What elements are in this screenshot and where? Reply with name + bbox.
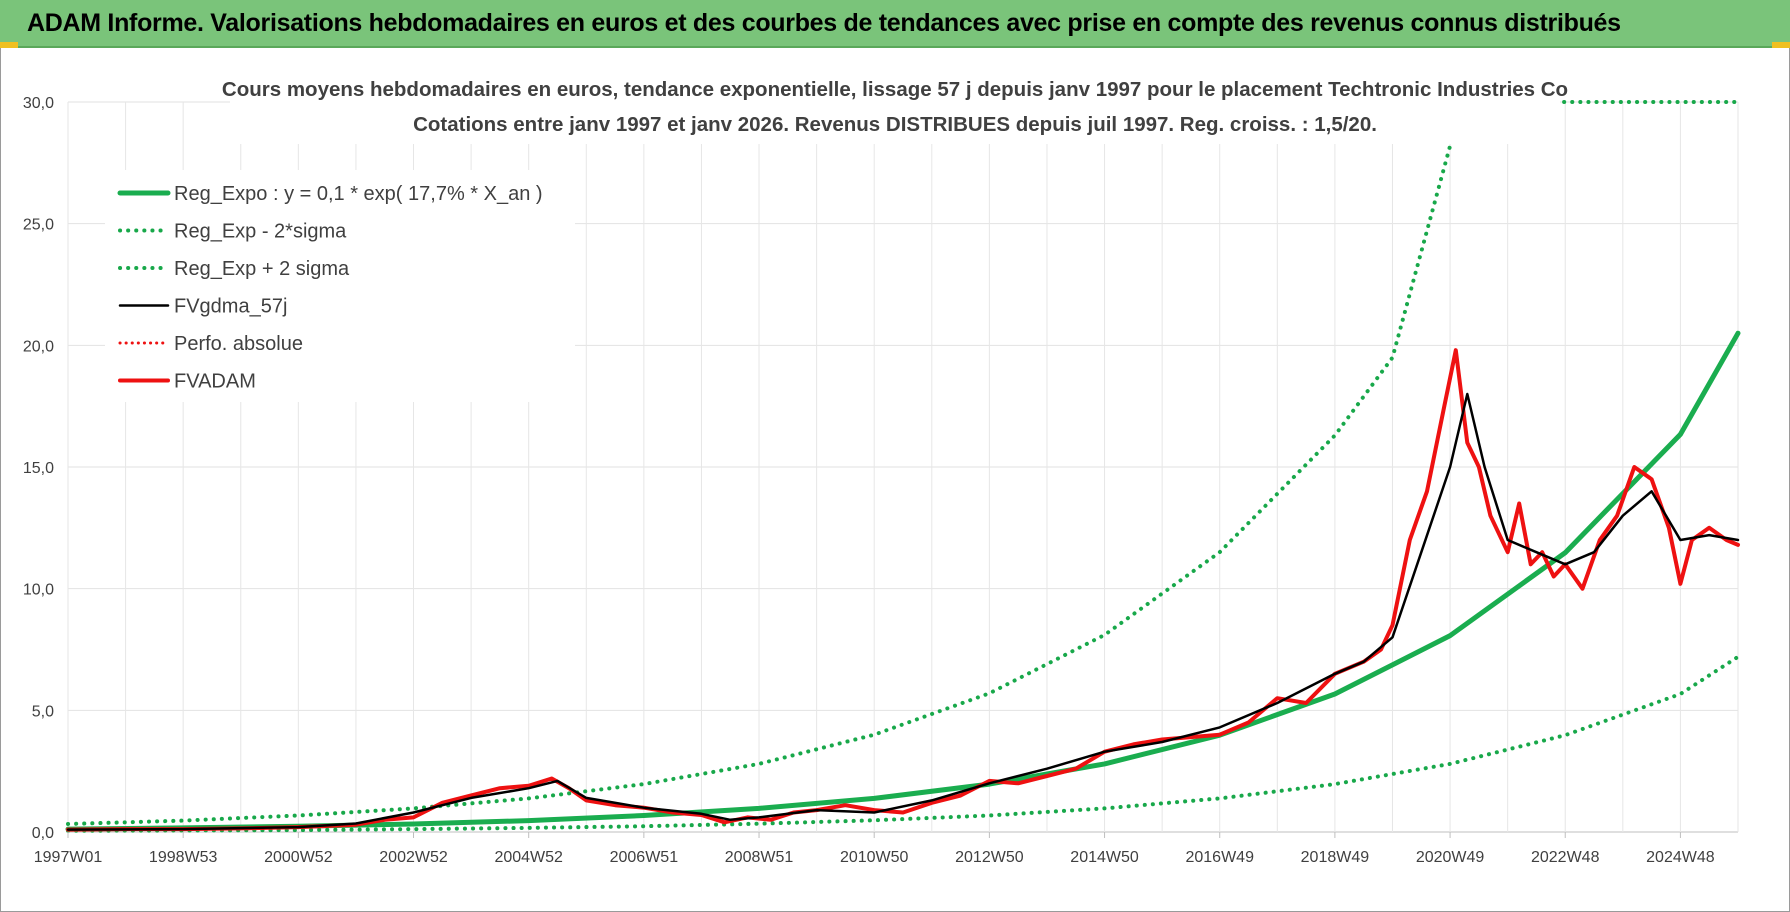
series-line-solid-red	[66, 348, 1740, 832]
series-line-solid-black	[66, 392, 1740, 831]
report-title: ADAM Informe. Valorisations hebdomadaire…	[27, 9, 1621, 37]
x-tick-label: 2014W50	[1070, 849, 1139, 866]
x-tick-label: 2010W50	[840, 849, 909, 866]
legend-label: Reg_Exp - 2*sigma	[174, 221, 347, 243]
y-tick-label: 20,0	[23, 338, 54, 355]
x-tick-label: 2022W48	[1531, 849, 1600, 866]
chart-subtitle: Cotations entre janv 1997 et janv 2026. …	[413, 113, 1377, 136]
x-tick-label: 2006W51	[610, 849, 679, 866]
y-tick-label: 25,0	[23, 217, 54, 234]
chart-legend: Reg_Expo : y = 0,1 * exp( 17,7% * X_an )…	[117, 183, 543, 393]
legend-label: Reg_Expo : y = 0,1 * exp( 17,7% * X_an )	[174, 183, 543, 205]
series-line-dotted-green	[66, 143, 1453, 826]
x-tick-label: 1997W01	[34, 849, 103, 866]
legend-background	[105, 170, 575, 402]
series-line-dotted-green	[66, 654, 1740, 833]
x-tick-label: 2008W51	[725, 849, 794, 866]
x-tick-label: 2004W52	[494, 849, 563, 866]
y-tick-label: 10,0	[23, 582, 54, 599]
y-tick-label: 5,0	[32, 703, 54, 720]
chart-title: Cours moyens hebdomadaires en euros, ten…	[222, 78, 1568, 101]
x-tick-label: 2018W49	[1301, 849, 1370, 866]
legend-label: Reg_Exp + 2 sigma	[174, 258, 350, 280]
corner-marker	[1772, 42, 1790, 48]
x-tick-label: 2016W49	[1185, 849, 1254, 866]
x-tick-label: 2000W52	[264, 849, 333, 866]
y-tick-label: 30,0	[23, 95, 54, 112]
x-tick-label: 1998W53	[149, 849, 218, 866]
series-layer	[65, 100, 1741, 833]
legend-label: FVgdma_57j	[174, 296, 287, 318]
x-tick-label: 2002W52	[379, 849, 448, 866]
report-header: ADAM Informe. Valorisations hebdomadaire…	[0, 0, 1790, 48]
title-background	[230, 70, 1560, 144]
x-tick-label: 2012W50	[955, 849, 1024, 866]
y-tick-label: 15,0	[23, 460, 54, 477]
tick-labels: 0,0 5,0 10,0 15,0 20,0 25,0 30,0 1997W01 1998W53…	[23, 95, 1715, 866]
y-tick-label: 0,0	[32, 825, 54, 842]
x-tick-label: 2020W49	[1416, 849, 1485, 866]
corner-marker	[0, 42, 18, 48]
legend-label: FVADAM	[174, 371, 256, 393]
legend-label: Perfo. absolue	[174, 333, 303, 355]
x-tick-label: 2024W48	[1646, 849, 1715, 866]
